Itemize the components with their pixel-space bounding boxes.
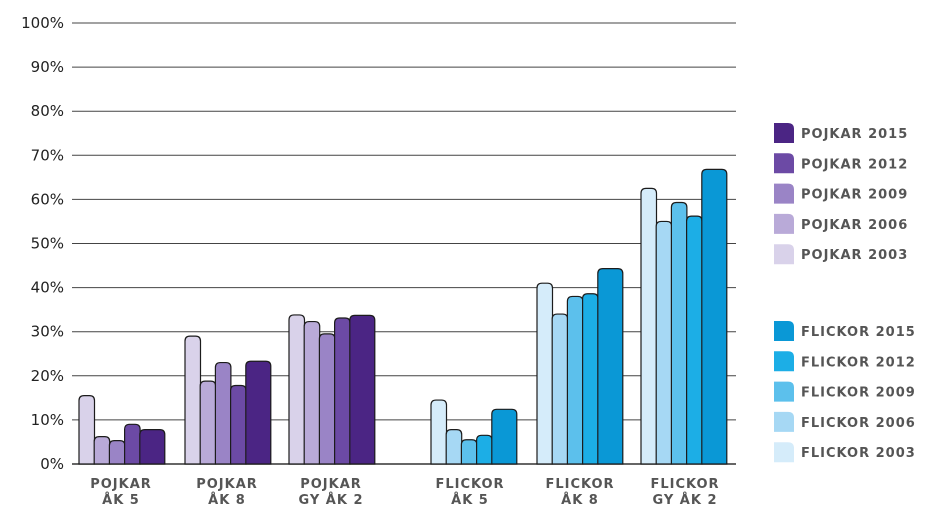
category-label-line1: POJKAR [300,477,362,492]
bar [139,429,166,465]
category-label-line2: ÅK 5 [102,492,140,508]
bar [582,293,599,465]
bar [184,335,202,465]
bar [701,168,728,465]
bar [597,268,624,465]
legend-label: FLICKOR 2012 [801,355,916,370]
legend-label: POJKAR 2015 [801,127,908,142]
bar [670,201,688,465]
legend-swatch [774,411,794,432]
legend-swatch [774,321,794,341]
category-label-line1: FLICKOR [545,477,614,492]
y-tick-label: 20% [31,367,64,385]
bar [686,215,703,465]
y-tick-label: 70% [31,146,64,164]
bar [491,408,518,465]
bar [476,434,493,465]
category-label-line1: FLICKOR [650,477,719,492]
legend-swatch [774,213,794,234]
legend-swatch [774,123,794,143]
legend-label: FLICKOR 2006 [801,416,916,431]
bar [551,313,569,465]
legend-label: FLICKOR 2009 [801,386,916,401]
bar [230,384,247,465]
legend-label: POJKAR 2003 [801,248,908,263]
bar [303,320,321,465]
bar [334,317,351,465]
y-tick-label: 30% [31,323,64,341]
legend-label: POJKAR 2009 [801,188,908,203]
bar [214,361,232,465]
legend-swatch [774,381,794,402]
bar [245,360,272,465]
bar [655,220,673,465]
y-tick-label: 10% [31,411,64,429]
y-tick-label: 60% [31,190,64,208]
legend-swatch [774,442,794,463]
bar [566,295,584,465]
legend-swatch [774,153,794,174]
legend-swatch [774,183,794,204]
bar [349,314,376,465]
legend-label: FLICKOR 2015 [801,325,916,340]
category-label-line1: FLICKOR [435,477,504,492]
category-label-line2: GY ÅK 2 [298,492,363,508]
category-label-line1: POJKAR [196,477,258,492]
bar [430,399,448,465]
legend: POJKAR 2015 POJKAR 2012 POJKAR 2009 POJKAR … [774,123,916,463]
bar [108,440,126,465]
bar [199,380,217,465]
y-tick-label: 40% [31,279,64,297]
legend-swatch [774,351,794,372]
legend-label: POJKAR 2012 [801,157,908,172]
category-label-line2: ÅK 5 [451,492,489,508]
legend-label: FLICKOR 2003 [801,446,916,461]
y-axis: 0% 10% 20% 30% 40% 50% 60% 70% 80% 90% 100% [21,14,64,473]
bar [318,333,336,465]
bar [288,314,306,465]
category-label-line2: GY ÅK 2 [652,492,717,508]
bars [78,168,728,465]
y-tick-label: 100% [21,14,64,32]
bar [460,439,478,465]
y-tick-label: 0% [40,455,64,473]
y-tick-label: 50% [31,235,64,253]
bar [93,436,111,465]
legend-swatch [774,244,794,265]
bar [536,282,554,465]
bar [445,429,463,465]
bar [78,395,96,465]
y-tick-label: 80% [31,102,64,120]
category-label-line2: ÅK 8 [561,492,599,508]
bar [640,187,658,465]
category-label-line1: POJKAR [90,477,152,492]
y-tick-label: 90% [31,58,64,76]
legend-label: POJKAR 2006 [801,218,908,233]
gridlines [72,22,736,465]
category-label-line2: ÅK 8 [208,492,246,508]
bar [124,423,141,465]
